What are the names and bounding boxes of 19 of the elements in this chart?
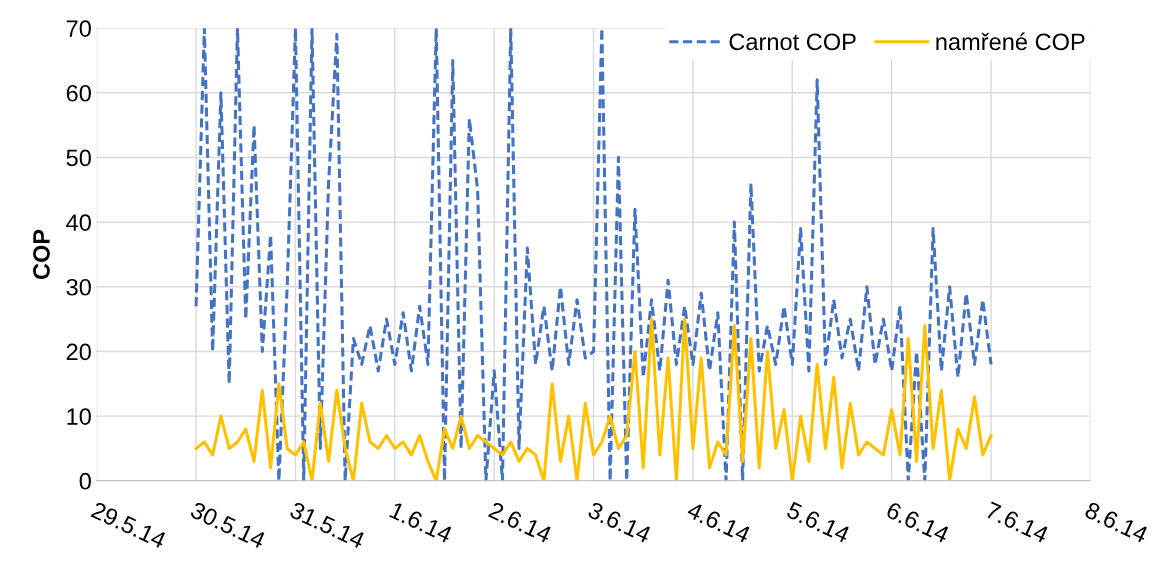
x-tick-label: 3.6.14 bbox=[587, 501, 653, 544]
x-tick-label: 6.6.14 bbox=[885, 501, 951, 544]
y-tick-label: 50 bbox=[66, 149, 91, 167]
y-tick-label: 70 bbox=[66, 20, 91, 37]
legend-label: Carnot COP bbox=[729, 33, 856, 51]
x-tick-label: 2.6.14 bbox=[487, 501, 553, 544]
line-series bbox=[194, 317, 993, 481]
y-tick-label: 40 bbox=[66, 214, 91, 231]
y-tick-label: 30 bbox=[66, 278, 91, 296]
y-axis-title: COP bbox=[33, 229, 50, 280]
legend-label: namřené COP bbox=[936, 32, 1085, 51]
y-tick-label: 10 bbox=[67, 408, 91, 425]
y-tick-label: 60 bbox=[66, 84, 91, 102]
x-tick-label: 5.6.14 bbox=[785, 501, 851, 544]
x-tick-label: 1.6.14 bbox=[389, 501, 454, 544]
y-tick-label: 20 bbox=[66, 343, 91, 361]
y-tick-label: 0 bbox=[79, 472, 91, 490]
x-tick-label: 8.6.14 bbox=[1084, 501, 1150, 544]
x-tick-label: 4.6.14 bbox=[686, 501, 752, 544]
